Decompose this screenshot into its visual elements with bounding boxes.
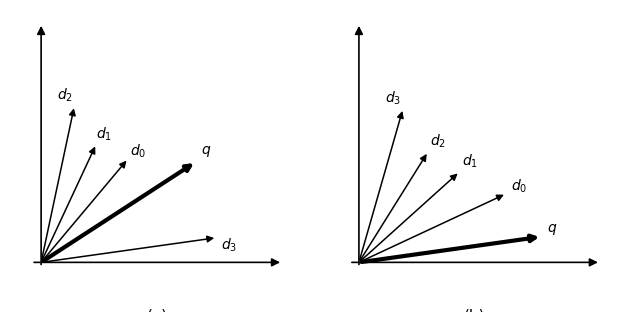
- Text: $\mathit{d}_{1}$: $\mathit{d}_{1}$: [461, 153, 478, 170]
- Text: $\mathit{d}_{3}$: $\mathit{d}_{3}$: [221, 236, 238, 254]
- Text: $\mathit{d}_{0}$: $\mathit{d}_{0}$: [130, 142, 147, 160]
- Text: $\mathit{q}$: $\mathit{q}$: [547, 222, 557, 237]
- Text: $\mathit{d}_{2}$: $\mathit{d}_{2}$: [57, 87, 73, 104]
- Text: (a): (a): [147, 309, 167, 312]
- Text: $\mathit{d}_{3}$: $\mathit{d}_{3}$: [385, 90, 401, 107]
- Text: $\mathit{q}$: $\mathit{q}$: [201, 144, 211, 159]
- Text: $\mathit{d}_{1}$: $\mathit{d}_{1}$: [96, 125, 112, 143]
- Text: $\mathit{d}_{0}$: $\mathit{d}_{0}$: [511, 178, 527, 195]
- Text: (b): (b): [464, 309, 485, 312]
- Text: $\mathit{d}_{2}$: $\mathit{d}_{2}$: [430, 133, 446, 150]
